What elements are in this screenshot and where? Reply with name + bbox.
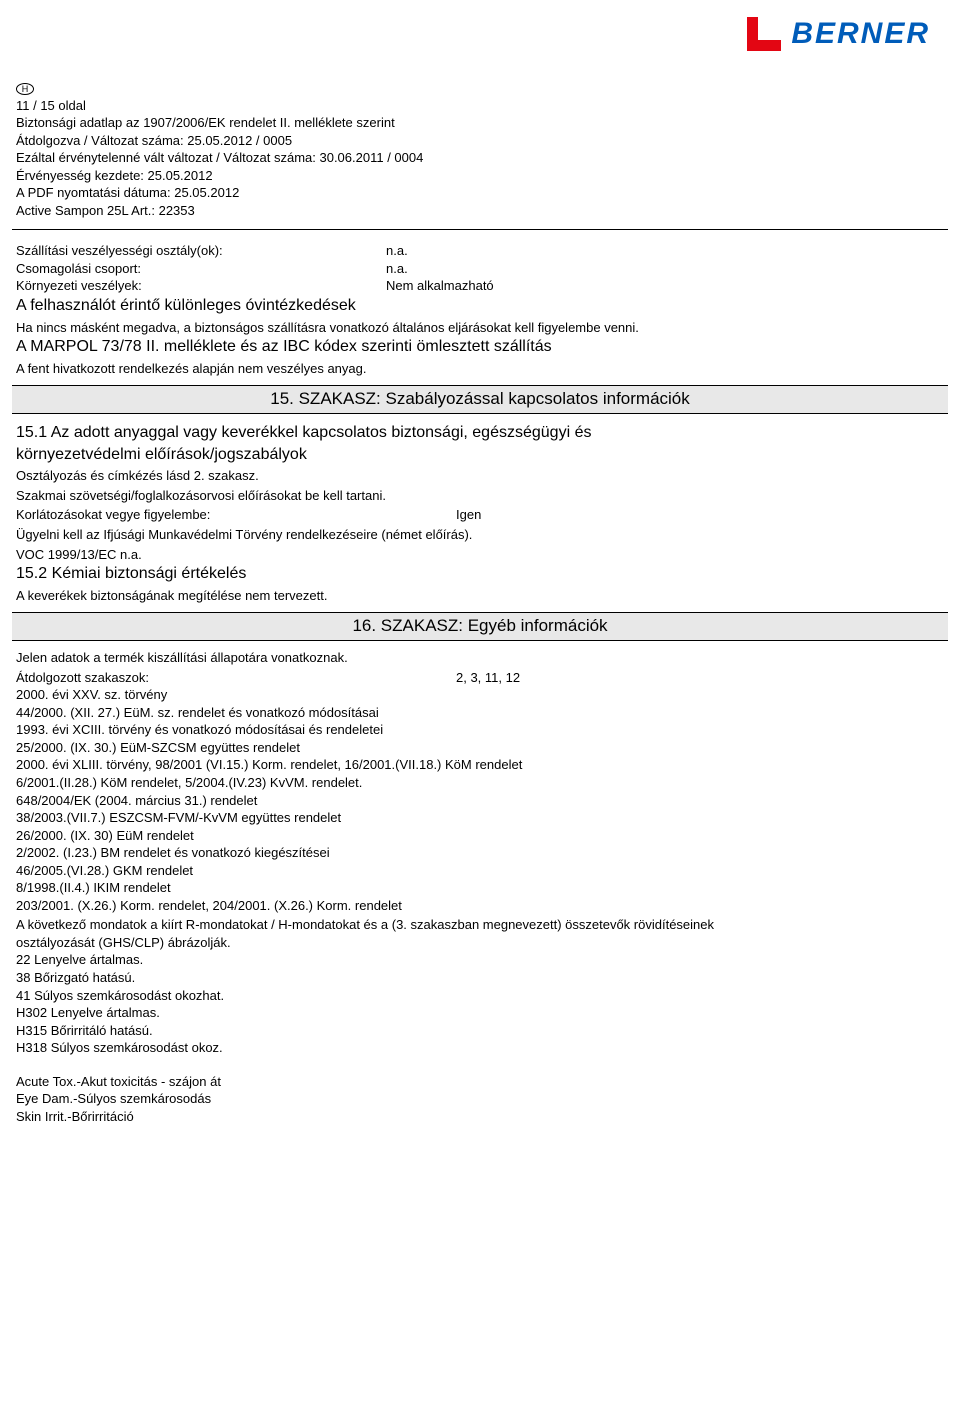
restrictions-value: Igen: [456, 506, 944, 524]
list-item: 648/2004/EK (2004. március 31.) rendelet: [16, 792, 944, 810]
list-item: 203/2001. (X.26.) Korm. rendelet, 204/20…: [16, 897, 944, 915]
brand-name: BERNER: [791, 14, 930, 55]
phrases-note-line1: A következő mondatok a kiírt R-mondatoka…: [16, 916, 944, 934]
section-16-bar: 16. SZAKASZ: Egyéb információk: [12, 612, 948, 641]
restrictions-label: Korlátozásokat vegye figyelembe:: [16, 506, 456, 524]
list-item: 38 Bőrizgató hatású.: [16, 969, 944, 987]
voc-note: VOC 1999/13/EC n.a.: [16, 546, 944, 564]
occupational-note: Szakmai szövetségi/foglalkozásorvosi elő…: [16, 487, 944, 505]
env-hazards-label: Környezeti veszélyek:: [16, 277, 386, 295]
transport-row: Szállítási veszélyességi osztály(ok): n.…: [16, 242, 944, 260]
heading-15-1-line1: 15.1 Az adott anyaggal vagy keverékkel k…: [16, 422, 944, 444]
youth-law-note: Ügyelni kell az Ifjúsági Munkavédelmi Tö…: [16, 526, 944, 544]
list-item: 38/2003.(VII.7.) ESZCSM-FVM/-KvVM együtt…: [16, 809, 944, 827]
list-item: 2/2002. (I.23.) BM rendelet és vonatkozó…: [16, 844, 944, 862]
env-hazards-value: Nem alkalmazható: [386, 277, 944, 295]
hazard-symbol-h-icon: H: [16, 83, 34, 95]
revised-sections-value: 2, 3, 11, 12: [456, 669, 944, 687]
superseded-line: Ezáltal érvénytelenné vált változat / Vá…: [16, 149, 944, 167]
heading-15-1-line2: környezetvédelmi előírások/jogszabályok: [16, 444, 944, 466]
precautions-body: Ha nincs másként megadva, a biztonságos …: [16, 319, 944, 337]
list-item: Eye Dam.-Súlyos szemkárosodás: [16, 1090, 944, 1108]
list-item: 22 Lenyelve ártalmas.: [16, 951, 944, 969]
precautions-heading: A felhasználót érintő különleges óvintéz…: [16, 295, 944, 317]
list-item: 41 Súlyos szemkárosodást okozhat.: [16, 987, 944, 1005]
section-15-content: 15.1 Az adott anyaggal vagy keverékkel k…: [16, 422, 944, 604]
list-item: H318 Súlyos szemkárosodást okoz.: [16, 1039, 944, 1057]
brand-logo: BERNER: [12, 8, 948, 79]
packaging-group-value: n.a.: [386, 260, 944, 278]
transport-block: Szállítási veszélyességi osztály(ok): n.…: [16, 242, 944, 377]
abbreviations-list: Acute Tox.-Akut toxicitás - szájon át Ey…: [16, 1073, 944, 1126]
packaging-group-label: Csomagolási csoport:: [16, 260, 386, 278]
csa-note: A keverékek biztonságának megítélése nem…: [16, 587, 944, 605]
list-item: 25/2000. (IX. 30.) EüM-SZCSM együttes re…: [16, 739, 944, 757]
document-title: Biztonsági adatlap az 1907/2006/EK rende…: [16, 114, 944, 132]
list-item: H302 Lenyelve ártalmas.: [16, 1004, 944, 1022]
classification-note: Osztályozás és címkézés lásd 2. szakasz.: [16, 467, 944, 485]
list-item: 1993. évi XCIII. törvény és vonatkozó mó…: [16, 721, 944, 739]
hazard-phrases-list: 22 Lenyelve ártalmas. 38 Bőrizgató hatás…: [16, 951, 944, 1056]
revision-line: Átdolgozva / Változat száma: 25.05.2012 …: [16, 132, 944, 150]
product-line: Active Sampon 25L Art.: 22353: [16, 202, 944, 220]
list-item: Acute Tox.-Akut toxicitás - szájon át: [16, 1073, 944, 1091]
phrases-note-line2: osztályozását (GHS/CLP) ábrázolják.: [16, 934, 944, 952]
heading-15-2: 15.2 Kémiai biztonsági értékelés: [16, 563, 944, 585]
legal-references-list: 2000. évi XXV. sz. törvény 44/2000. (XII…: [16, 686, 944, 914]
section-15-bar: 15. SZAKASZ: Szabályozással kapcsolatos …: [12, 385, 948, 414]
section-16-content: Jelen adatok a termék kiszállítási állap…: [16, 649, 944, 1125]
transport-class-value: n.a.: [386, 242, 944, 260]
list-item: 2000. évi XLIII. törvény, 98/2001 (VI.15…: [16, 756, 944, 774]
transport-class-label: Szállítási veszélyességi osztály(ok):: [16, 242, 386, 260]
marpol-heading: A MARPOL 73/78 II. melléklete és az IBC …: [16, 336, 944, 358]
revised-sections-row: Átdolgozott szakaszok: 2, 3, 11, 12: [16, 669, 944, 687]
intro-note: Jelen adatok a termék kiszállítási állap…: [16, 649, 944, 667]
marpol-body: A fent hivatkozott rendelkezés alapján n…: [16, 360, 944, 378]
page-indicator: 11 / 15 oldal: [16, 97, 944, 115]
document-header: 11 / 15 oldal Biztonsági adatlap az 1907…: [16, 97, 944, 220]
valid-from: Érvényesség kezdete: 25.05.2012: [16, 167, 944, 185]
divider: [12, 229, 948, 230]
list-item: 46/2005.(VI.28.) GKM rendelet: [16, 862, 944, 880]
list-item: 6/2001.(II.28.) KöM rendelet, 5/2004.(IV…: [16, 774, 944, 792]
list-item: 2000. évi XXV. sz. törvény: [16, 686, 944, 704]
transport-row: Környezeti veszélyek: Nem alkalmazható: [16, 277, 944, 295]
list-item: H315 Bőrirritáló hatású.: [16, 1022, 944, 1040]
transport-row: Csomagolási csoport: n.a.: [16, 260, 944, 278]
brand-mark-icon: [747, 17, 781, 51]
list-item: 26/2000. (IX. 30) EüM rendelet: [16, 827, 944, 845]
revised-sections-label: Átdolgozott szakaszok:: [16, 669, 456, 687]
list-item: 44/2000. (XII. 27.) EüM. sz. rendelet és…: [16, 704, 944, 722]
list-item: 8/1998.(II.4.) IKIM rendelet: [16, 879, 944, 897]
list-item: Skin Irrit.-Bőrirritáció: [16, 1108, 944, 1126]
restrictions-row: Korlátozásokat vegye figyelembe: Igen: [16, 506, 944, 524]
pdf-print-date: A PDF nyomtatási dátuma: 25.05.2012: [16, 184, 944, 202]
